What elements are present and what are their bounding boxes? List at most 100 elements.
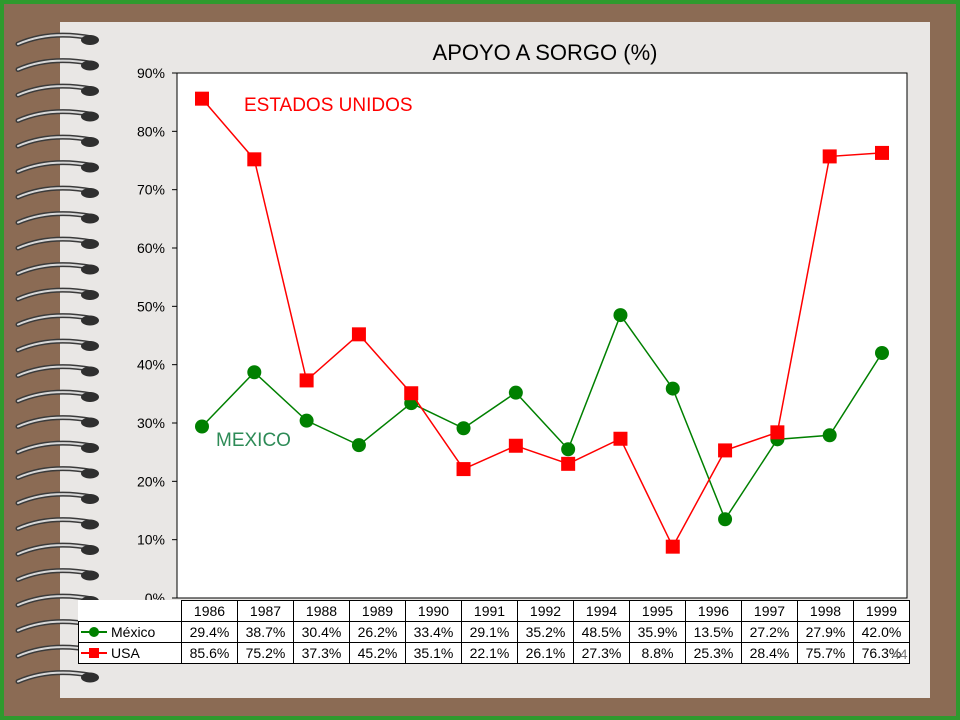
mexico-data-point xyxy=(822,428,837,443)
table-cell: 35.2% xyxy=(517,621,574,643)
spiral-ring xyxy=(15,517,99,531)
mexico-data-point xyxy=(195,419,209,434)
table-cell: 27.2% xyxy=(741,621,798,643)
spiral-ring xyxy=(15,364,99,378)
spiral-ring xyxy=(15,440,99,455)
usa-legend-marker xyxy=(81,647,107,659)
legend-mexico-label: México xyxy=(111,624,156,640)
spiral-ring xyxy=(15,160,99,174)
chart-title: APOYO A SORGO (%) xyxy=(432,40,658,65)
usa-series-line xyxy=(201,98,883,549)
mexico-data-point xyxy=(561,442,576,457)
y-tick-label: 20% xyxy=(137,473,165,489)
table-cell: 29.4% xyxy=(181,621,238,643)
table-cell: 26.1% xyxy=(517,642,574,664)
y-tick-label: 30% xyxy=(137,415,165,431)
slide-number: 44 xyxy=(892,646,908,662)
table-corner xyxy=(78,600,182,622)
table-cell: 35.9% xyxy=(629,621,686,643)
spiral-ring xyxy=(15,262,99,276)
y-tick-label: 70% xyxy=(137,182,165,198)
data-table: 1986 1987 1988 1989 1990 1991 1992 1994 1995 1996… xyxy=(78,600,910,664)
table-year-header: 1996 xyxy=(685,600,742,622)
spiral-ring xyxy=(15,287,99,302)
mexico-data-point xyxy=(351,438,366,453)
spiral-ring xyxy=(15,389,99,404)
y-tick-label: 60% xyxy=(137,240,165,256)
mexico-data-point xyxy=(665,381,680,396)
mexico-data-point xyxy=(718,512,733,527)
table-cell: 35.1% xyxy=(405,642,462,664)
spiral-ring xyxy=(15,58,99,72)
table-cell: 30.4% xyxy=(293,621,350,643)
spiral-ring xyxy=(15,185,99,200)
usa-data-point xyxy=(351,327,366,342)
spiral-ring xyxy=(15,236,99,251)
table-row-usa: USA 85.6% 75.2% 37.3% 45.2% 35.1% 22.1% 26.1% 2… xyxy=(78,642,910,664)
spiral-ring xyxy=(15,313,99,327)
spiral-ring xyxy=(15,338,99,353)
table-cell: 27.9% xyxy=(797,621,854,643)
table-cell: 38.7% xyxy=(237,621,294,643)
usa-data-point xyxy=(508,438,523,453)
spiral-ring xyxy=(15,211,99,225)
usa-data-point xyxy=(875,145,889,160)
table-cell: 22.1% xyxy=(461,642,518,664)
spiral-ring xyxy=(15,568,99,582)
mexico-data-point xyxy=(299,413,314,428)
usa-data-point xyxy=(456,462,471,477)
mexico-data-point xyxy=(247,365,262,380)
table-row-mexico: México 29.4% 38.7% 30.4% 26.2% 33.4% 29.1% 35.… xyxy=(78,621,910,643)
table-cell: 75.2% xyxy=(237,642,294,664)
table-year-header: 1988 xyxy=(293,600,350,622)
usa-data-point xyxy=(195,91,209,106)
spiral-ring xyxy=(15,466,99,480)
y-tick-label: 90% xyxy=(137,65,165,81)
usa-data-point xyxy=(613,431,628,446)
usa-data-point xyxy=(299,373,314,388)
table-cell: 48.5% xyxy=(573,621,630,643)
usa-data-point xyxy=(822,149,837,164)
table-year-header: 1986 xyxy=(181,600,238,622)
table-year-header: 1994 xyxy=(573,600,630,622)
legend-usa: USA xyxy=(78,642,182,664)
y-tick-label: 50% xyxy=(137,298,165,314)
usa-data-point xyxy=(404,386,419,401)
usa-data-point xyxy=(718,443,733,458)
mexico-series-line xyxy=(201,313,883,521)
table-cell: 27.3% xyxy=(573,642,630,664)
mexico-annotation: MEXICO xyxy=(216,430,291,451)
spiral-ring xyxy=(15,32,99,47)
spiral-ring xyxy=(15,491,99,506)
table-cell: 76.3% xyxy=(853,642,910,664)
spiral-ring xyxy=(15,134,99,149)
table-cell: 25.3% xyxy=(685,642,742,664)
table-cell: 8.8% xyxy=(629,642,686,664)
spiral-ring xyxy=(15,109,99,123)
usa-data-point xyxy=(665,539,680,554)
spiral-ring xyxy=(15,83,99,98)
legend-mexico: México xyxy=(78,621,182,643)
spiral-ring xyxy=(15,415,99,429)
table-cell: 37.3% xyxy=(293,642,350,664)
spiral-ring xyxy=(15,542,99,557)
y-tick-label: 80% xyxy=(137,123,165,139)
table-cell: 29.1% xyxy=(461,621,518,643)
spiral-binding xyxy=(15,32,99,684)
table-year-header: 1992 xyxy=(517,600,574,622)
table-cell: 75.7% xyxy=(797,642,854,664)
table-year-header: 1995 xyxy=(629,600,686,622)
table-year-header: 1991 xyxy=(461,600,518,622)
table-year-header: 1997 xyxy=(741,600,798,622)
mexico-data-point xyxy=(875,346,889,360)
table-cell: 26.2% xyxy=(349,621,406,643)
table-cell: 28.4% xyxy=(741,642,798,664)
spiral-ring xyxy=(15,670,99,684)
table-year-header: 1998 xyxy=(797,600,854,622)
table-header-row: 1986 1987 1988 1989 1990 1991 1992 1994 1995 1996… xyxy=(78,600,910,622)
plot-area xyxy=(176,72,908,599)
mexico-data-point xyxy=(613,308,628,323)
table-cell: 45.2% xyxy=(349,642,406,664)
legend-usa-label: USA xyxy=(111,645,140,661)
